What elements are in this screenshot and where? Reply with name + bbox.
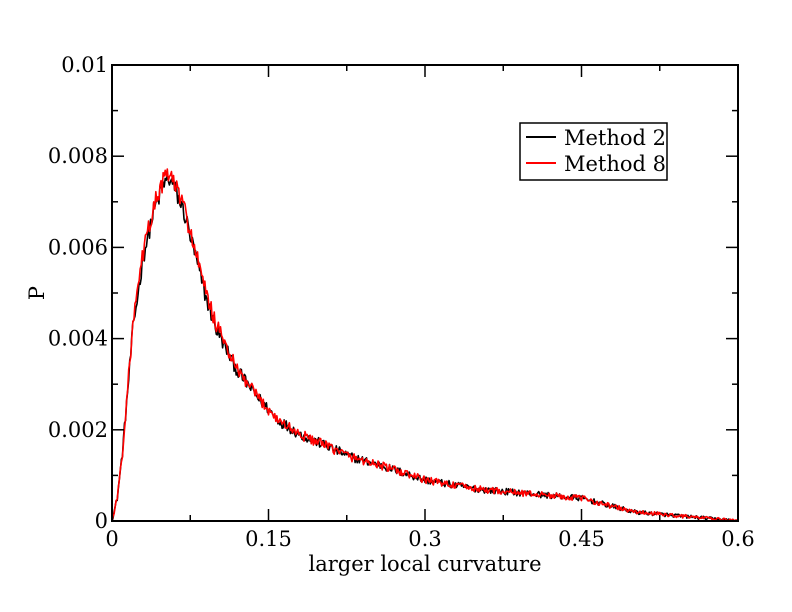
x-tick-label: 0.45 [558,527,605,551]
x-axis-title: larger local curvature [308,552,541,576]
y-tick-label: 0.008 [48,144,108,168]
y-axis-title: P [25,286,49,300]
x-tick-labels: 0 0.15 0.3 0.45 0.6 [105,527,754,551]
legend-label-method-8: Method 8 [564,152,666,176]
y-tick-label: 0.004 [48,327,108,351]
series-line-method-8 [111,168,739,522]
x-tick-label: 0 [105,527,118,551]
ticks-layer [111,64,739,522]
y-tick-labels: 0 0.002 0.004 0.006 0.008 0.01 [48,53,108,533]
y-tick-label: 0.01 [61,53,108,77]
x-tick-label: 0.6 [721,527,754,551]
y-tick-label: 0 [95,509,108,533]
x-tick-label: 0.3 [408,527,441,551]
legend-box [519,122,668,181]
series-layer [111,168,739,522]
y-tick-label: 0.002 [48,418,108,442]
x-tick-label: 0.15 [245,527,292,551]
legend-label-method-2: Method 2 [564,126,666,150]
legend: Method 2 Method 8 [519,122,668,181]
y-tick-label: 0.006 [48,235,108,259]
